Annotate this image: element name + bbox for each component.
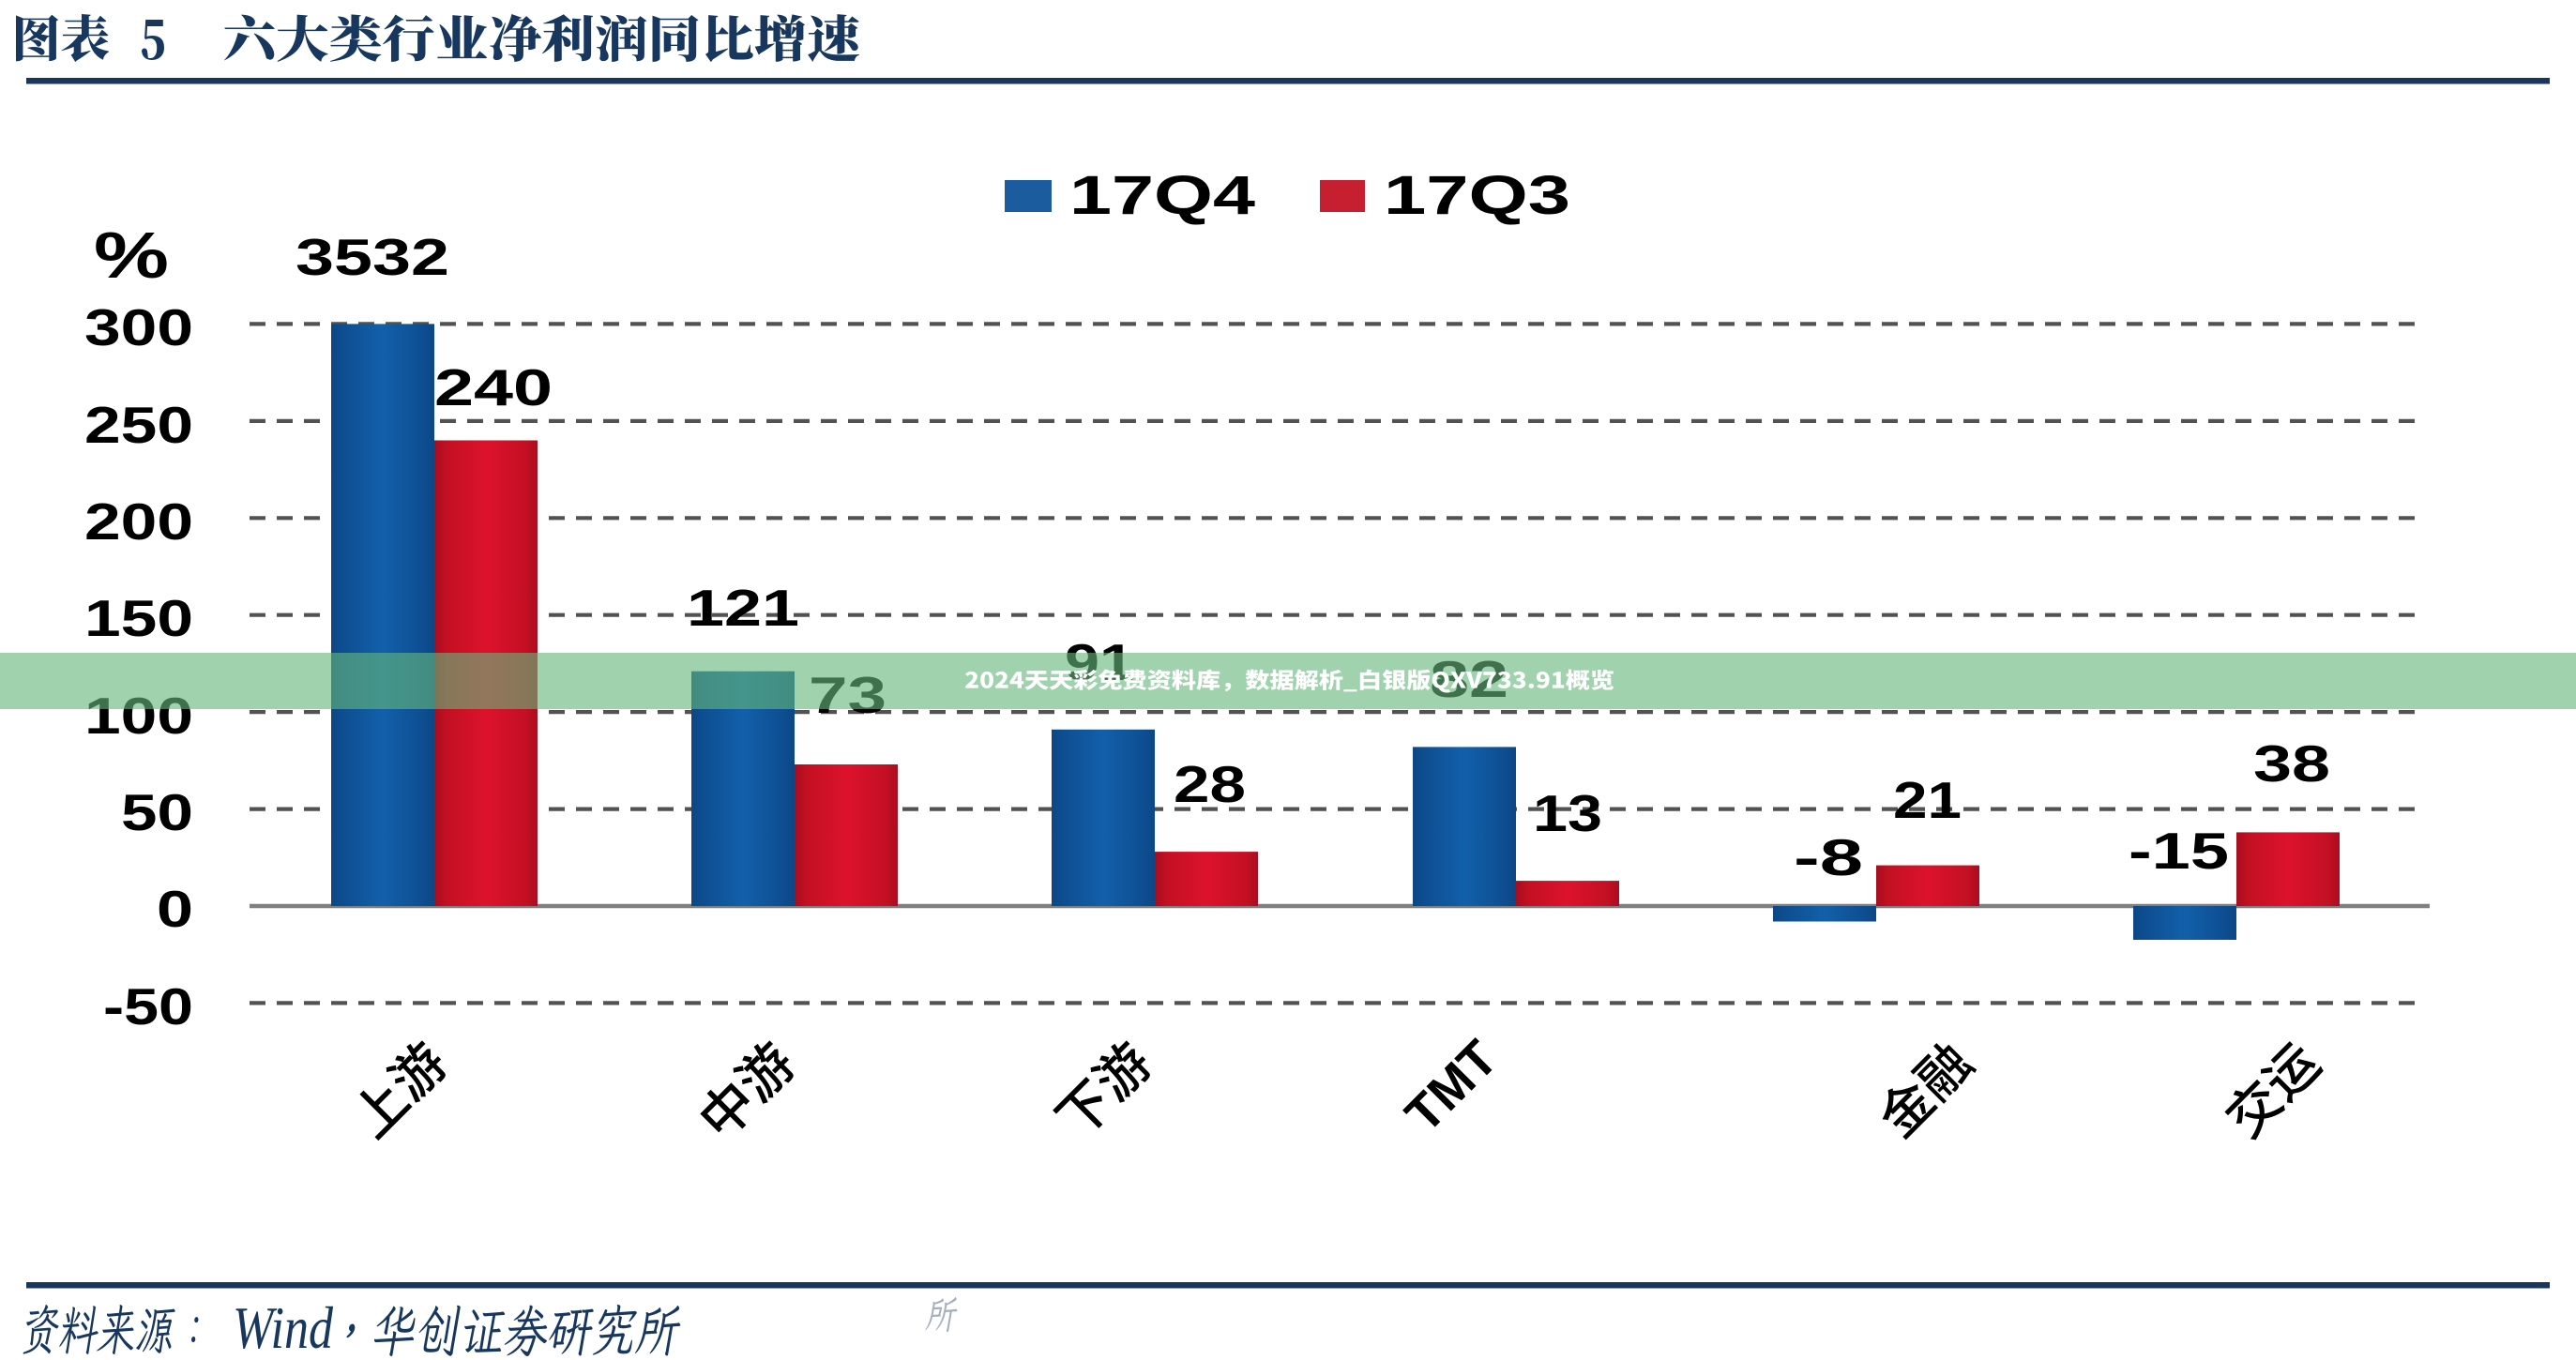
- svg-text:3532: 3532: [295, 228, 449, 286]
- svg-text:200: 200: [84, 492, 193, 551]
- svg-text:17Q4: 17Q4: [1069, 165, 1255, 226]
- svg-text:38: 38: [2253, 734, 2330, 793]
- svg-text:-15: -15: [2129, 822, 2229, 880]
- svg-text:50: 50: [121, 783, 193, 841]
- svg-text:%: %: [94, 219, 169, 292]
- svg-text:150: 150: [84, 589, 193, 647]
- svg-text:240: 240: [434, 358, 553, 416]
- svg-text:250: 250: [84, 396, 193, 454]
- svg-text:-8: -8: [1794, 828, 1863, 886]
- svg-text:Wind: Wind: [233, 1294, 334, 1360]
- svg-text:28: 28: [1174, 755, 1246, 813]
- svg-text:17Q3: 17Q3: [1384, 165, 1570, 226]
- svg-text:300: 300: [84, 298, 193, 356]
- svg-text:21: 21: [1893, 771, 1962, 829]
- svg-text:13: 13: [1533, 784, 1602, 842]
- svg-text:-50: -50: [103, 977, 193, 1035]
- svg-text:0: 0: [157, 880, 193, 938]
- svg-text:121: 121: [687, 579, 799, 637]
